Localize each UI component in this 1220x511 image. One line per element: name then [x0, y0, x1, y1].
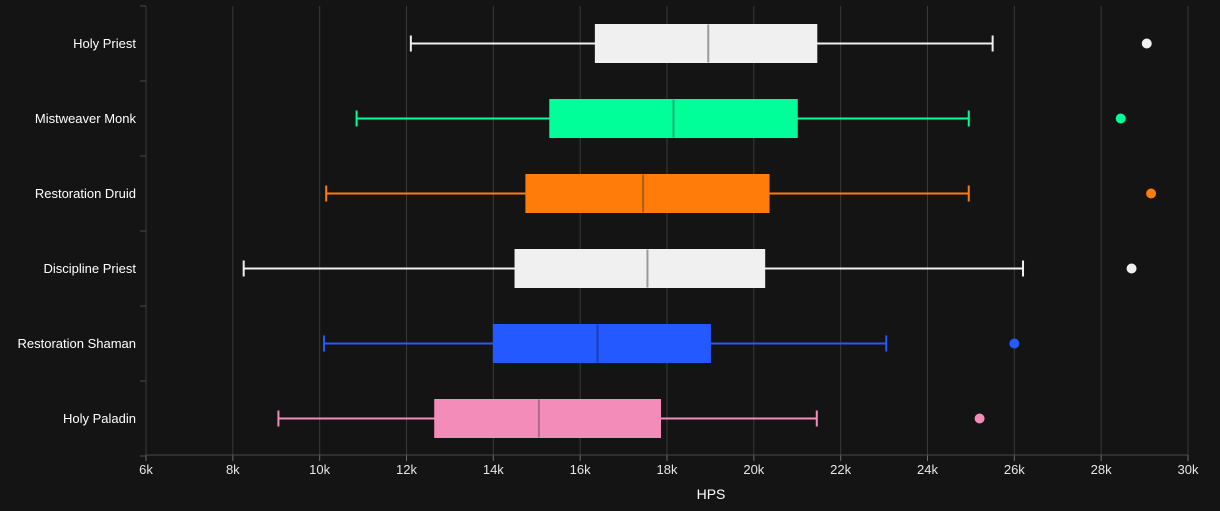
outlier-point — [1009, 338, 1020, 349]
x-tick-label: 16k — [570, 462, 591, 477]
iqr-box — [492, 324, 711, 363]
box-series — [242, 24, 1157, 438]
x-tick-label: 24k — [917, 462, 938, 477]
box-5 — [323, 324, 1020, 363]
category-label: Discipline Priest — [44, 261, 137, 276]
x-tick-label: 6k — [139, 462, 153, 477]
grid-lines — [145, 6, 1189, 455]
iqr-box — [514, 249, 766, 288]
x-tick-label: 30k — [1178, 462, 1199, 477]
x-tick-label: 10k — [309, 462, 330, 477]
x-tick-label: 22k — [830, 462, 851, 477]
box-3 — [325, 174, 1157, 213]
box-2 — [355, 99, 1126, 138]
category-label: Holy Priest — [73, 36, 136, 51]
x-axis-ticks: 6k 8k 10k 12k 14k 16k 18k 20k 22k 24k 26k 28k 30k — [139, 5, 1199, 477]
x-tick-label: 8k — [226, 462, 240, 477]
iqr-box — [434, 399, 661, 438]
outlier-point — [1146, 188, 1157, 199]
category-label: Restoration Druid — [35, 186, 136, 201]
box-4 — [242, 249, 1137, 288]
x-tick-label: 28k — [1091, 462, 1112, 477]
category-label: Restoration Shaman — [17, 336, 136, 351]
outlier-point — [1126, 263, 1137, 274]
x-tick-label: 18k — [657, 462, 678, 477]
category-labels: Holy Priest Mistweaver Monk Restoration Dr… — [17, 36, 136, 426]
x-tick-label: 14k — [483, 462, 504, 477]
x-tick-label: 26k — [1004, 462, 1025, 477]
outlier-point — [974, 413, 985, 424]
x-tick-label: 12k — [396, 462, 417, 477]
category-label: Holy Paladin — [63, 411, 136, 426]
x-axis-title: HPS — [697, 486, 726, 502]
box-1 — [409, 24, 1152, 63]
box-6 — [277, 399, 985, 438]
outlier-point — [1141, 38, 1152, 49]
iqr-box — [525, 174, 770, 213]
iqr-box — [594, 24, 818, 63]
category-label: Mistweaver Monk — [35, 111, 137, 126]
x-tick-label: 20k — [743, 462, 764, 477]
outlier-point — [1115, 113, 1126, 124]
